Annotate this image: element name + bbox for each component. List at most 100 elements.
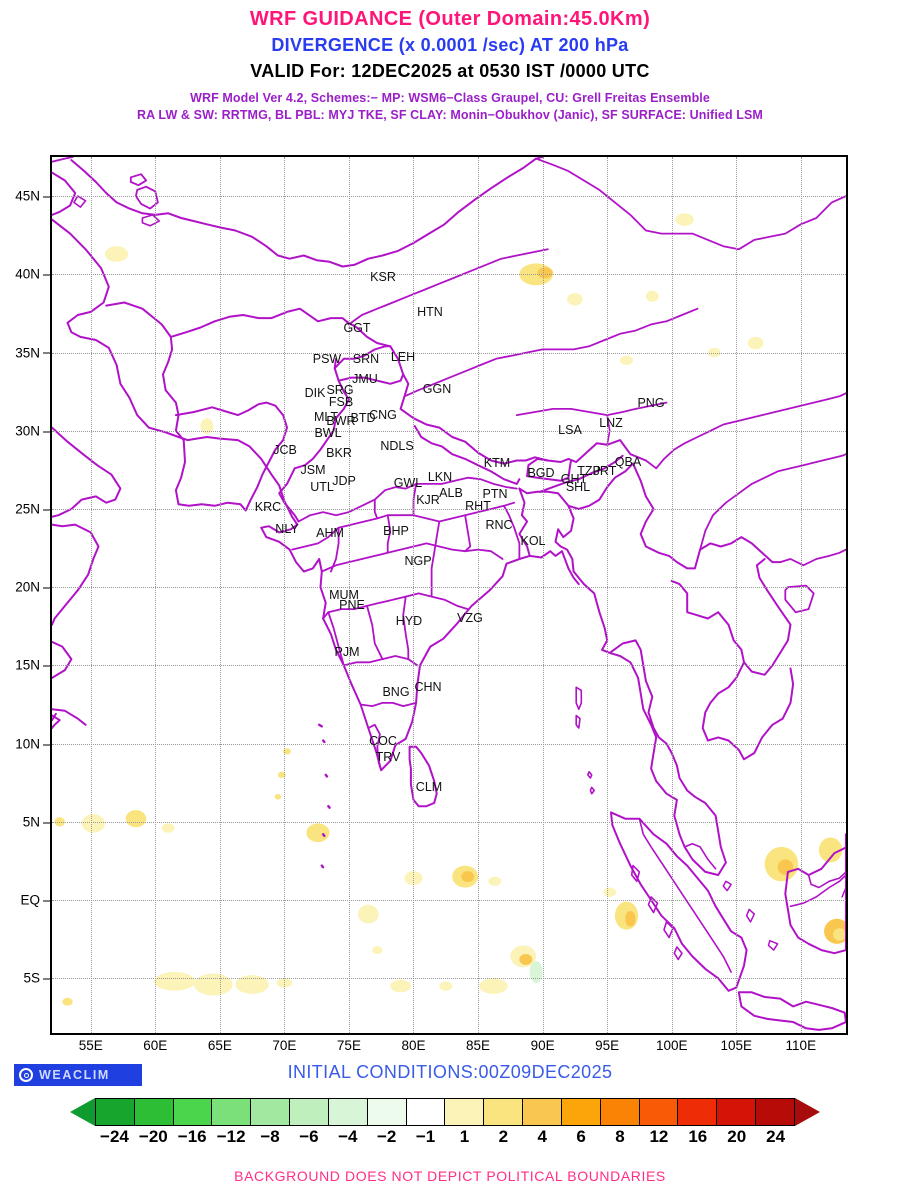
divergence-patch xyxy=(645,290,659,302)
station-label: FSB xyxy=(328,395,354,409)
colorbar-segment xyxy=(756,1098,795,1126)
map-boundary xyxy=(348,248,549,326)
colorbar-tick: 6 xyxy=(576,1127,586,1146)
station-label: BNG xyxy=(382,685,410,699)
colorbar-segment xyxy=(212,1098,252,1126)
map-boundary xyxy=(789,874,846,908)
station-label: AHM xyxy=(316,526,344,540)
gridline-vertical xyxy=(800,157,802,1033)
copyright-ring-icon xyxy=(19,1068,33,1082)
station-label: PNE xyxy=(339,598,365,612)
station-label: GWL xyxy=(393,476,423,490)
latitude-tick: 35N xyxy=(15,345,52,360)
station-label: HYD xyxy=(395,614,423,628)
latitude-tick: 30N xyxy=(15,423,52,438)
divergence-patch xyxy=(277,771,286,779)
divergence-patch xyxy=(372,946,383,955)
weaclim-logo[interactable]: WEACLIM xyxy=(14,1064,142,1086)
divergence-patch xyxy=(567,293,583,306)
gridline-horizontal xyxy=(52,508,846,510)
map-boundary xyxy=(52,218,580,772)
map-boundary xyxy=(402,595,410,660)
map-boundary xyxy=(297,476,518,523)
gridline-horizontal xyxy=(52,430,846,432)
map-boundary xyxy=(169,307,350,338)
divergence-patch xyxy=(833,928,846,941)
longitude-tick: 75E xyxy=(336,1038,361,1053)
map-boundary xyxy=(386,514,392,554)
colorbar-segments xyxy=(95,1098,795,1126)
map-boundary xyxy=(722,880,732,892)
divergence-patch xyxy=(620,355,633,366)
map-boundary xyxy=(174,401,288,512)
colorbar-tick: 16 xyxy=(688,1127,708,1146)
gridline-vertical xyxy=(219,157,221,1033)
latitude-tick: 20N xyxy=(15,580,52,595)
divergence-patch xyxy=(125,810,147,828)
logo-label: WEACLIM xyxy=(39,1068,110,1082)
map-boundary xyxy=(291,501,516,551)
station-label: DIK xyxy=(304,386,326,400)
station-label: PSW xyxy=(312,352,342,366)
variable-title: DIVERGENCE (x 0.0001 /sec) AT 200 hPa xyxy=(271,35,629,55)
map-boundary xyxy=(779,548,846,567)
map-boundary xyxy=(518,487,531,557)
map-boundary xyxy=(539,454,624,493)
colorbar-tick: −8 xyxy=(260,1127,280,1146)
divergence-patch xyxy=(306,823,330,843)
station-label: KJR xyxy=(416,493,440,507)
divergence-patch xyxy=(235,975,269,994)
map-plot-area[interactable]: 45N 40N 35N 30N 25N 20N 15N 10N 5N EQ 5S 55E 60E 65E… xyxy=(15,155,848,1053)
map-boundary xyxy=(318,723,323,728)
colorbar: −24 −20 −16 −12 −8 −6 −4 −2 −1 1 2 4 6 8 12 16 20 24 xyxy=(0,1098,900,1152)
station-label: BKR xyxy=(326,446,352,460)
model-config-line2: RA LW & SW: RRTMG, BL PBL: MYJ TKE, SF C… xyxy=(137,108,763,122)
colorbar-segment xyxy=(134,1098,174,1126)
colorbar-segment xyxy=(406,1098,446,1126)
station-label: CNG xyxy=(369,408,397,422)
colorbar-tick: 2 xyxy=(498,1127,509,1146)
divergence-patch xyxy=(747,336,764,350)
map-boundary xyxy=(673,946,683,961)
station-label: BHP xyxy=(383,524,409,538)
divergence-patch xyxy=(62,997,73,1006)
map-boundary xyxy=(73,195,87,208)
map-boundary xyxy=(324,773,329,778)
map-boundary xyxy=(367,723,383,772)
map-boundary xyxy=(333,345,392,370)
station-label: GHT xyxy=(560,472,588,486)
station-label: MLT xyxy=(313,410,339,424)
station-label: CHN xyxy=(414,680,442,694)
gridline-vertical xyxy=(155,157,157,1033)
station-label: RHT xyxy=(465,499,491,513)
colorbar-segment xyxy=(173,1098,213,1126)
latitude-tick: 15N xyxy=(15,658,52,673)
gridline-vertical xyxy=(736,157,738,1033)
colorbar-segment xyxy=(600,1098,640,1126)
map-boundary xyxy=(632,462,782,570)
station-label: RNC xyxy=(485,518,513,532)
map-boundary xyxy=(567,462,634,510)
station-label: JDP xyxy=(332,474,356,488)
station-label: JCB xyxy=(273,443,297,457)
map-vector-layer xyxy=(52,157,846,1031)
latitude-tick: 40N xyxy=(15,267,52,282)
map-boundary xyxy=(745,908,756,923)
station-label: HTN xyxy=(417,305,443,319)
colorbar-segment xyxy=(328,1098,368,1126)
divergence-patch xyxy=(194,973,233,996)
map-boundary xyxy=(327,805,331,809)
map-boundary xyxy=(535,157,846,251)
station-label: LNZ xyxy=(599,416,623,430)
gridline-vertical xyxy=(478,157,480,1033)
map-boundary xyxy=(70,157,538,268)
station-label: LKN xyxy=(427,470,453,484)
station-label: GGT xyxy=(343,321,371,335)
map-boundary xyxy=(567,459,572,479)
station-label: JMU xyxy=(352,372,378,386)
divergence-patch xyxy=(529,961,543,983)
longitude-tick: 60E xyxy=(143,1038,168,1053)
divergence-patch xyxy=(357,904,379,924)
gridline-vertical xyxy=(542,157,544,1033)
divergence-patch xyxy=(461,871,475,883)
